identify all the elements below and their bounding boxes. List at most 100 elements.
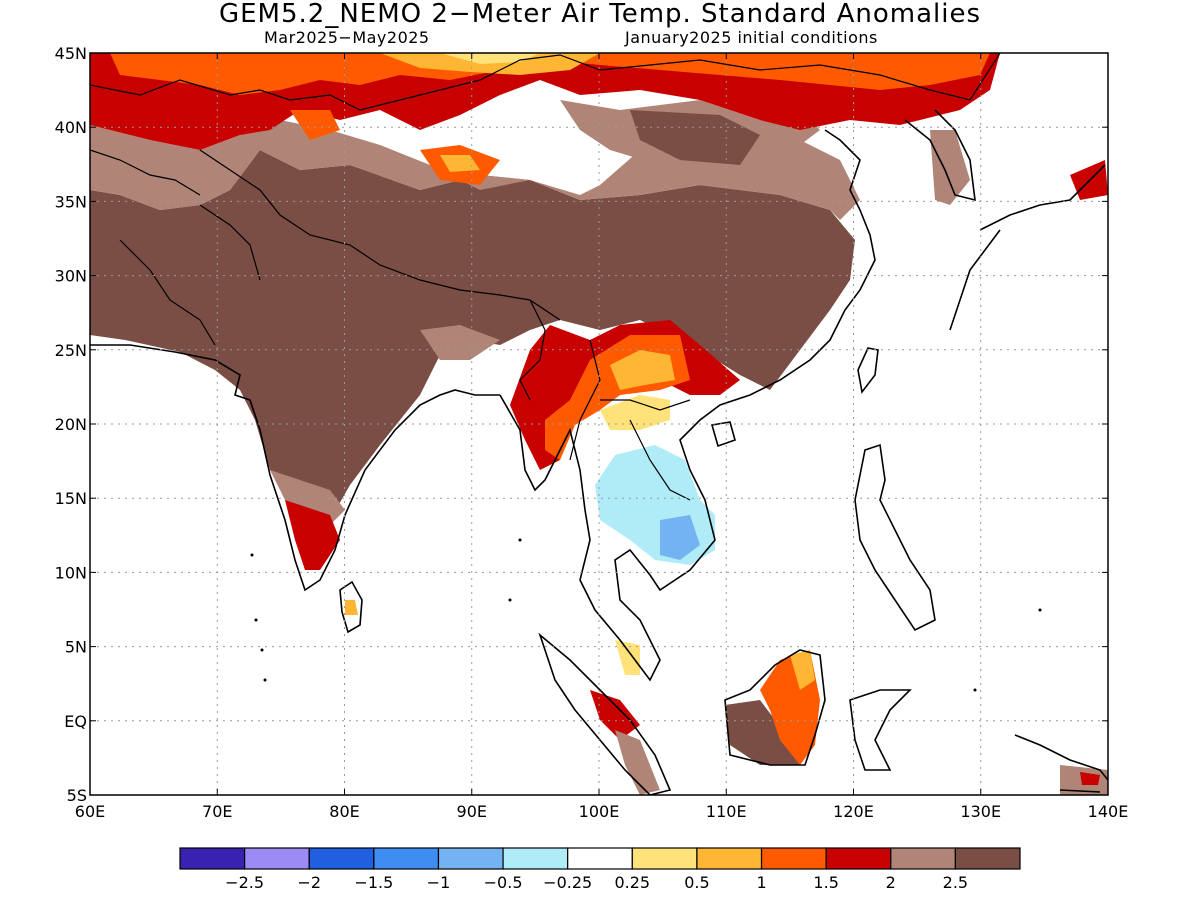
anomaly-region-india-south	[270, 470, 345, 525]
small-islands	[250, 538, 1042, 692]
axis-ticks	[89, 52, 1109, 796]
anomaly-region-sumatra-south	[615, 730, 660, 795]
color-bar-label: −2.5	[225, 873, 264, 892]
coastline-taiwan	[857, 347, 879, 394]
color-bar-swatch	[179, 847, 246, 870]
anomaly-region-new-guinea-core	[1080, 772, 1100, 785]
lat-tick-label: 5N	[65, 638, 87, 657]
lon-tick-label: 130E	[960, 802, 1001, 821]
color-bar-swatch	[373, 847, 440, 870]
lat-tick-label: 5S	[67, 786, 87, 805]
latitude-labels: 5S EQ 5N 10N 15N 20N 25N 30N 35N 40N 45N	[55, 44, 87, 805]
coastline-india	[90, 344, 500, 592]
color-bar-swatch	[308, 847, 375, 870]
color-bar-label: 1.5	[813, 873, 838, 892]
border-myanmar	[519, 299, 601, 461]
longitude-labels: 60E 70E 80E 90E 100E 110E 120E 130E 140E	[75, 802, 1129, 821]
color-bar-label: −2	[297, 873, 321, 892]
anomaly-region-gobi-core	[440, 53, 540, 64]
color-bar	[179, 847, 1021, 870]
lat-tick-label: 10N	[55, 563, 87, 582]
anomaly-region-india-southwest	[285, 500, 340, 570]
color-bar-label: 0.25	[614, 873, 650, 892]
coastline-sri-lanka	[339, 580, 363, 634]
lat-tick-label: 35N	[55, 192, 87, 211]
lat-tick-label: 15N	[55, 489, 87, 508]
color-bar-swatch	[696, 847, 763, 870]
color-bar-swatch	[502, 847, 569, 870]
color-bar-label: −0.25	[543, 873, 592, 892]
color-bar-swatch	[567, 847, 633, 870]
anomaly-region-laos	[600, 395, 670, 430]
lon-tick-label: 110E	[706, 802, 747, 821]
color-bar-swatch	[825, 847, 892, 870]
anomaly-region-sri-lanka	[345, 600, 358, 615]
coastline-korea	[904, 109, 976, 202]
border-central-asia	[90, 53, 1001, 111]
color-bar-swatch	[437, 847, 504, 870]
initial-conditions: January2025 initial conditions	[625, 28, 878, 47]
color-bar-label: 1	[756, 873, 766, 892]
anomaly-region-northeast-china	[630, 110, 760, 165]
coastline-philippines	[854, 443, 936, 632]
color-bar-label: 2	[886, 873, 896, 892]
map-title: GEM5.2_NEMO 2−Meter Air Temp. Standard A…	[218, 0, 982, 29]
anomaly-region-mongolia	[110, 53, 990, 95]
coastline-japan	[949, 164, 1106, 331]
anomaly-region-borneo-west	[725, 700, 800, 765]
lat-tick-label: EQ	[64, 712, 87, 731]
coastline-new-guinea	[1014, 734, 1108, 793]
lat-tick-label: 30N	[55, 267, 87, 286]
border-tibet	[199, 149, 561, 321]
anomaly-region-sumatra	[590, 690, 640, 740]
lon-tick-label: 80E	[329, 802, 359, 821]
lat-tick-label: 40N	[55, 118, 87, 137]
color-bar-swatch	[631, 847, 698, 870]
map-grid	[90, 53, 1108, 795]
island-speck	[254, 618, 258, 622]
lon-tick-label: 60E	[75, 802, 105, 821]
coastline-hainan	[710, 421, 736, 448]
color-bar-swatch	[760, 847, 827, 870]
coastline-sulawesi	[849, 689, 912, 771]
color-bar-label: −1	[427, 873, 451, 892]
coastline-indochina	[499, 129, 876, 682]
coastlines	[90, 109, 1108, 795]
border-indochina	[600, 399, 691, 501]
island-speck	[260, 648, 264, 652]
lon-tick-label: 70E	[202, 802, 232, 821]
coastline-sumatra	[538, 632, 672, 795]
island-speck	[250, 553, 254, 557]
lon-tick-label: 90E	[457, 802, 487, 821]
island-speck	[973, 688, 977, 692]
color-bar-label: 0.5	[684, 873, 709, 892]
anomaly-region-tarim-core	[440, 155, 480, 172]
color-bar-label: −0.5	[484, 873, 523, 892]
anomaly-region-malay	[615, 640, 640, 675]
island-speck	[518, 538, 522, 542]
lon-tick-label: 140E	[1088, 802, 1129, 821]
color-bar-swatch	[244, 847, 310, 870]
anomaly-field	[90, 53, 1108, 795]
forecast-period: Mar2025−May2025	[264, 28, 430, 47]
lat-tick-label: 20N	[55, 415, 87, 434]
lat-tick-label: 45N	[55, 44, 87, 63]
lon-tick-label: 100E	[579, 802, 620, 821]
lat-tick-label: 25N	[55, 341, 87, 360]
anomaly-region-yunnan-core	[610, 350, 675, 390]
anomaly-region-bay-bengal-coast	[420, 325, 500, 360]
border-pakistan	[119, 204, 261, 346]
color-bar-label: 2.5	[943, 873, 968, 892]
anomaly-region-borneo-north	[790, 650, 815, 690]
island-speck	[508, 598, 512, 602]
island-speck	[1038, 608, 1042, 612]
lon-tick-label: 120E	[833, 802, 874, 821]
color-bar-swatch	[890, 847, 956, 870]
color-bar-labels: −2.5 −2 −1.5 −1 −0.5 −0.25 0.25 0.5 1 1.5 2 2.5	[225, 873, 968, 892]
color-bar-swatch	[954, 847, 1021, 870]
color-bar-label: −1.5	[354, 873, 393, 892]
anomaly-region-kazakh	[290, 110, 340, 140]
anomaly-region-korea	[930, 130, 970, 205]
country-borders	[90, 53, 1001, 501]
